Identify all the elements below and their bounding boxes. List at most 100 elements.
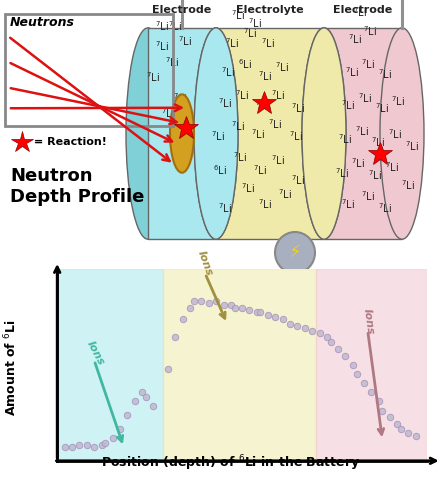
Bar (316, 269, 427, 461)
Ellipse shape (170, 95, 194, 173)
Point (187, 304, 194, 312)
Point (272, 313, 279, 321)
Text: Neutrons: Neutrons (10, 16, 75, 29)
Ellipse shape (380, 28, 424, 239)
Text: $^7$Li: $^7$Li (261, 36, 275, 50)
Text: $^7$Li: $^7$Li (338, 132, 352, 146)
Text: $^7$Li: $^7$Li (351, 156, 365, 170)
Point (220, 301, 227, 309)
Text: $^7$Li: $^7$Li (271, 153, 285, 167)
Text: $^7$Li: $^7$Li (391, 94, 405, 108)
Text: $^7$Li: $^7$Li (353, 5, 367, 19)
Point (386, 414, 393, 421)
Text: $^7$Li: $^7$Li (363, 24, 377, 38)
Point (316, 329, 323, 336)
Text: $^7$Li: $^7$Li (168, 19, 182, 33)
Point (198, 297, 205, 305)
Text: $^7$Li: $^7$Li (361, 57, 375, 71)
Point (257, 308, 264, 316)
Text: $^7$Li: $^7$Li (255, 98, 269, 112)
Text: $^7$Li: $^7$Li (378, 202, 392, 215)
Point (294, 322, 301, 330)
Text: $^6$Li: $^6$Li (213, 163, 227, 177)
Text: $^7$Li: $^7$Li (173, 91, 187, 105)
Point (368, 388, 375, 396)
Point (309, 327, 316, 335)
Text: $^7$Li: $^7$Li (361, 189, 375, 203)
Text: = Reaction!: = Reaction! (34, 137, 107, 147)
Ellipse shape (126, 28, 170, 239)
Ellipse shape (275, 232, 315, 273)
Text: $^7$Li: $^7$Li (146, 71, 160, 84)
Text: Amount of $^6$Li: Amount of $^6$Li (3, 319, 19, 416)
Point (69, 443, 76, 451)
Point (323, 334, 330, 341)
Text: $^6$Li: $^6$Li (238, 57, 252, 71)
Text: $^7$Li: $^7$Li (241, 181, 255, 194)
Text: $^7$Li: $^7$Li (341, 98, 355, 112)
Text: $^7$Li: $^7$Li (378, 67, 392, 81)
Point (349, 361, 356, 369)
Point (405, 430, 412, 437)
Text: $^7$Li: $^7$Li (368, 168, 382, 182)
Text: $^7$Li: $^7$Li (231, 119, 245, 132)
Point (342, 352, 349, 360)
Text: $^7$Li: $^7$Li (345, 65, 359, 79)
Text: $^7$Li: $^7$Li (248, 16, 262, 30)
Point (165, 366, 172, 373)
Point (117, 425, 124, 432)
Text: Ions: Ions (362, 307, 376, 335)
Text: $^7$Li: $^7$Li (155, 39, 169, 53)
Text: $^7$Li: $^7$Li (335, 167, 349, 180)
Point (412, 432, 419, 440)
Bar (216, 28, 324, 239)
Point (227, 301, 235, 309)
Point (286, 320, 293, 327)
Ellipse shape (194, 28, 238, 239)
Text: $^7$Li: $^7$Li (375, 101, 389, 115)
Text: $^7$Li: $^7$Li (291, 101, 305, 115)
Text: Ions: Ions (196, 250, 214, 277)
Point (191, 297, 198, 305)
Point (246, 306, 253, 314)
Text: $^7$Li: $^7$Li (355, 124, 369, 138)
Text: $^7$Li: $^7$Li (165, 55, 179, 69)
Point (172, 334, 179, 341)
Text: $^7$Li: $^7$Li (341, 197, 355, 211)
Point (353, 370, 360, 378)
Text: Electrolyte: Electrolyte (236, 5, 304, 15)
Text: $^7$Li: $^7$Li (268, 117, 282, 131)
Bar (5, 14, 173, 126)
Ellipse shape (302, 28, 346, 239)
Text: $^7$Li: $^7$Li (221, 65, 235, 79)
Point (131, 397, 138, 405)
Text: Position (depth) of $^6$Li in the Battery: Position (depth) of $^6$Li in the Batter… (101, 453, 361, 473)
Text: $^7$Li: $^7$Li (235, 88, 249, 102)
Ellipse shape (302, 28, 346, 239)
Point (91, 443, 98, 451)
Text: $^7$Li: $^7$Li (275, 60, 289, 74)
Text: $^7$Li: $^7$Li (243, 26, 257, 40)
Text: $^7$Li: $^7$Li (385, 160, 399, 174)
Point (150, 402, 157, 410)
Point (83, 441, 90, 449)
Text: $^7$Li: $^7$Li (371, 135, 385, 149)
Point (124, 411, 131, 419)
Text: $^7$Li: $^7$Li (161, 107, 175, 120)
Bar (148, 28, 216, 239)
Text: $^7$Li: $^7$Li (291, 174, 305, 187)
Point (327, 338, 334, 346)
Text: $^7$Li: $^7$Li (251, 127, 265, 141)
Point (180, 315, 187, 323)
Text: $^7$Li: $^7$Li (289, 129, 303, 143)
Text: $^7$Li: $^7$Li (258, 197, 272, 211)
Point (139, 388, 146, 396)
Text: $^7$Li: $^7$Li (388, 127, 402, 141)
Bar (162, 269, 316, 461)
Text: $^7$Li: $^7$Li (218, 96, 232, 110)
Text: ⚡: ⚡ (289, 244, 301, 262)
Text: $^7$Li: $^7$Li (278, 187, 292, 201)
Point (109, 434, 116, 442)
Text: $^7$Li: $^7$Li (258, 70, 272, 83)
Text: $^7$Li: $^7$Li (348, 32, 362, 46)
